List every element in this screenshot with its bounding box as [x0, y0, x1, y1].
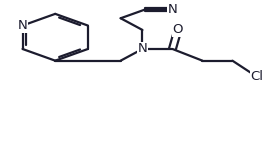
Text: N: N	[18, 19, 27, 32]
Text: N: N	[138, 42, 147, 55]
Text: O: O	[173, 23, 183, 36]
Text: Cl: Cl	[250, 70, 263, 83]
Text: N: N	[168, 3, 177, 16]
